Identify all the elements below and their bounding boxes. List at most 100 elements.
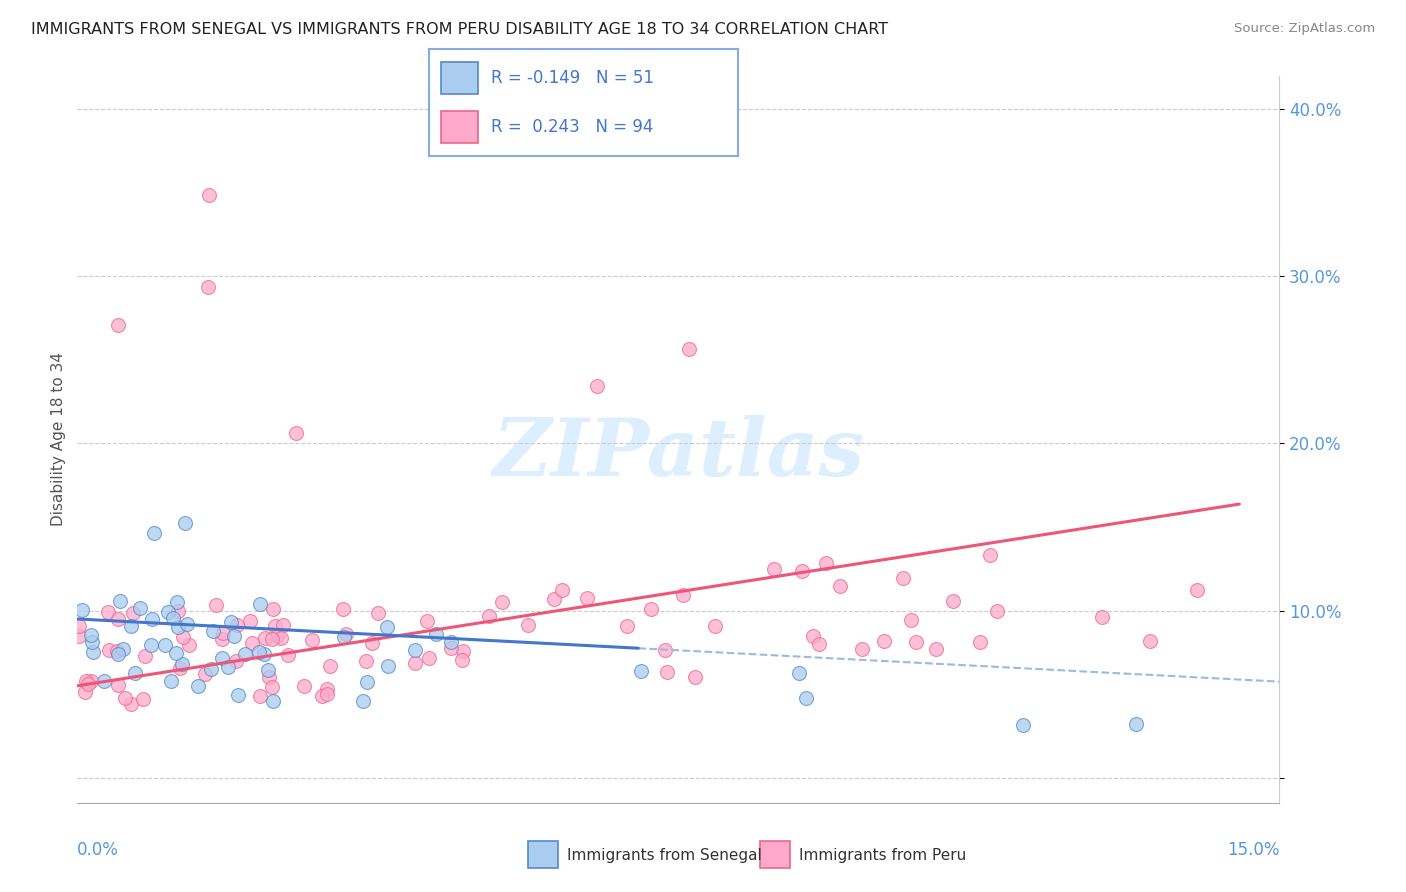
Point (790, 564, 813, 578)
Point (969, 635, 991, 649)
Point (319, 659, 342, 673)
Point (1012, 718, 1035, 732)
Point (79, 628, 101, 642)
Point (491, 595, 513, 609)
Point (451, 644, 474, 658)
Point (794, 690, 817, 705)
Point (82, 645, 104, 659)
Point (801, 629, 824, 643)
Point (239, 614, 262, 628)
Point (763, 562, 786, 576)
Point (253, 647, 276, 661)
Point (266, 629, 288, 643)
Point (586, 379, 609, 393)
Point (142, 526, 165, 541)
Point (354, 654, 377, 668)
Text: Immigrants from Peru: Immigrants from Peru (799, 847, 966, 863)
Point (173, 631, 195, 645)
Point (167, 604, 190, 618)
Point (316, 682, 339, 697)
Point (75, 674, 97, 689)
Text: R =  0.243   N = 94: R = 0.243 N = 94 (491, 119, 652, 136)
Point (872, 634, 894, 648)
Bar (441, 112, 478, 144)
Point (72, 603, 94, 617)
Point (98, 643, 121, 657)
Point (129, 600, 152, 615)
Y-axis label: Disability Age 18 to 34: Disability Age 18 to 34 (51, 352, 66, 526)
Point (108, 594, 131, 608)
Text: Source: ZipAtlas.com: Source: ZipAtlas.com (1234, 22, 1375, 36)
Point (172, 657, 194, 671)
Point (440, 634, 463, 648)
Point (678, 342, 700, 356)
Point (177, 638, 200, 652)
Point (160, 674, 183, 689)
Text: R = -0.149   N = 51: R = -0.149 N = 51 (491, 69, 654, 87)
Point (174, 516, 197, 530)
Point (249, 645, 271, 659)
Point (375, 620, 398, 634)
Point (311, 689, 333, 703)
Point (551, 582, 574, 597)
Point (335, 627, 357, 641)
Point (67, 619, 90, 633)
Text: IMMIGRANTS FROM SENEGAL VS IMMIGRANTS FROM PERU DISABILITY AGE 18 TO 34 CORRELAT: IMMIGRANTS FROM SENEGAL VS IMMIGRANTS FR… (31, 22, 889, 37)
Point (194, 667, 217, 681)
Point (683, 670, 706, 684)
Point (197, 280, 219, 294)
Point (262, 602, 284, 616)
Text: 15.0%: 15.0% (1227, 841, 1279, 859)
Point (187, 679, 209, 693)
Point (657, 665, 679, 680)
Point (333, 630, 356, 644)
Point (517, 618, 540, 632)
Point (262, 694, 284, 708)
Point (134, 649, 156, 664)
Point (198, 188, 221, 202)
Point (107, 678, 129, 692)
Point (165, 646, 187, 660)
Point (97, 605, 120, 619)
Point (1091, 610, 1114, 624)
Point (77, 677, 100, 691)
Point (942, 594, 965, 608)
Point (139, 638, 162, 652)
Point (451, 653, 474, 667)
Bar (529, 840, 558, 868)
Point (211, 651, 233, 665)
Point (260, 632, 283, 646)
Bar (441, 62, 478, 94)
Point (654, 643, 676, 657)
Point (120, 698, 142, 712)
Point (200, 662, 222, 676)
Point (360, 636, 382, 650)
Point (891, 571, 914, 585)
Point (292, 679, 315, 693)
Point (630, 665, 652, 679)
Point (377, 659, 399, 673)
Point (1139, 633, 1161, 648)
Text: 0.0%: 0.0% (77, 841, 120, 859)
Point (79, 674, 101, 689)
Point (404, 656, 426, 670)
Point (249, 597, 271, 611)
Point (807, 637, 830, 651)
Point (156, 606, 179, 620)
Point (132, 691, 155, 706)
Point (75, 684, 97, 698)
Point (789, 666, 811, 681)
Text: Immigrants from Senegal: Immigrants from Senegal (567, 847, 761, 863)
Point (925, 641, 948, 656)
Point (141, 612, 163, 626)
Point (217, 660, 239, 674)
Point (166, 620, 188, 634)
Point (212, 625, 235, 640)
Point (204, 599, 226, 613)
Point (332, 602, 354, 616)
Point (616, 618, 638, 632)
Point (256, 664, 278, 678)
Point (228, 688, 250, 702)
Point (260, 681, 283, 695)
Point (640, 602, 662, 616)
